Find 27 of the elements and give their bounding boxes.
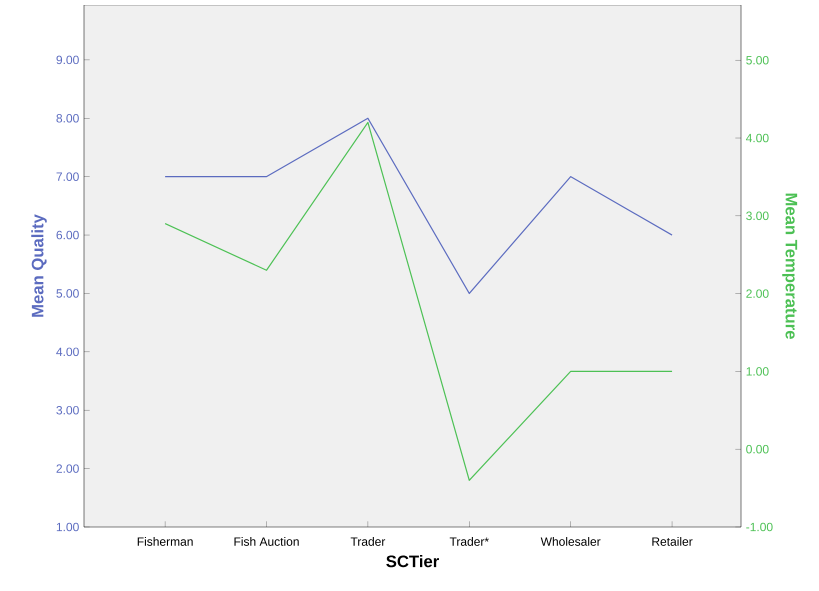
- y2-tick-label: 4.00: [746, 134, 769, 142]
- y-tick-label: 2.00: [56, 464, 79, 473]
- y2-tick-label: 1.00: [746, 367, 769, 376]
- y-tick-label: 1.00: [56, 522, 79, 532]
- x-tick-label: Retailer: [652, 537, 693, 546]
- y2-tick-label: 3.00: [746, 212, 769, 220]
- y-tick-label: 4.00: [56, 348, 79, 356]
- x-axis-title: SCTier: [386, 554, 439, 568]
- y-tick-label: 7.00: [56, 172, 79, 181]
- y-tick-label: 8.00: [56, 114, 79, 123]
- x-tick-label: Fish Auction: [234, 537, 299, 546]
- y2-tick-label: 2.00: [746, 289, 769, 298]
- y-tick-label: 3.00: [56, 406, 79, 414]
- line-series: [164, 118, 673, 294]
- y-tick-label: 6.00: [56, 230, 79, 240]
- y2-tick-label: 5.00: [746, 56, 769, 64]
- x-tick-label: Fisherman: [138, 537, 193, 546]
- y-tick-label: 9.00: [56, 56, 79, 64]
- line-series: [164, 122, 673, 481]
- x-tick-label: Trader: [350, 537, 386, 546]
- y-tick-label: 5.00: [56, 289, 79, 298]
- y2-axis-title: Mean Temperature: [782, 194, 798, 339]
- x-tick-label: Wholesaler: [540, 537, 600, 546]
- y2-tick-label: -1.00: [746, 522, 773, 532]
- y-axis-title: Mean Quality: [31, 214, 47, 317]
- x-tick-label: Trader*: [450, 537, 489, 546]
- y2-tick-label: 0.00: [746, 444, 769, 454]
